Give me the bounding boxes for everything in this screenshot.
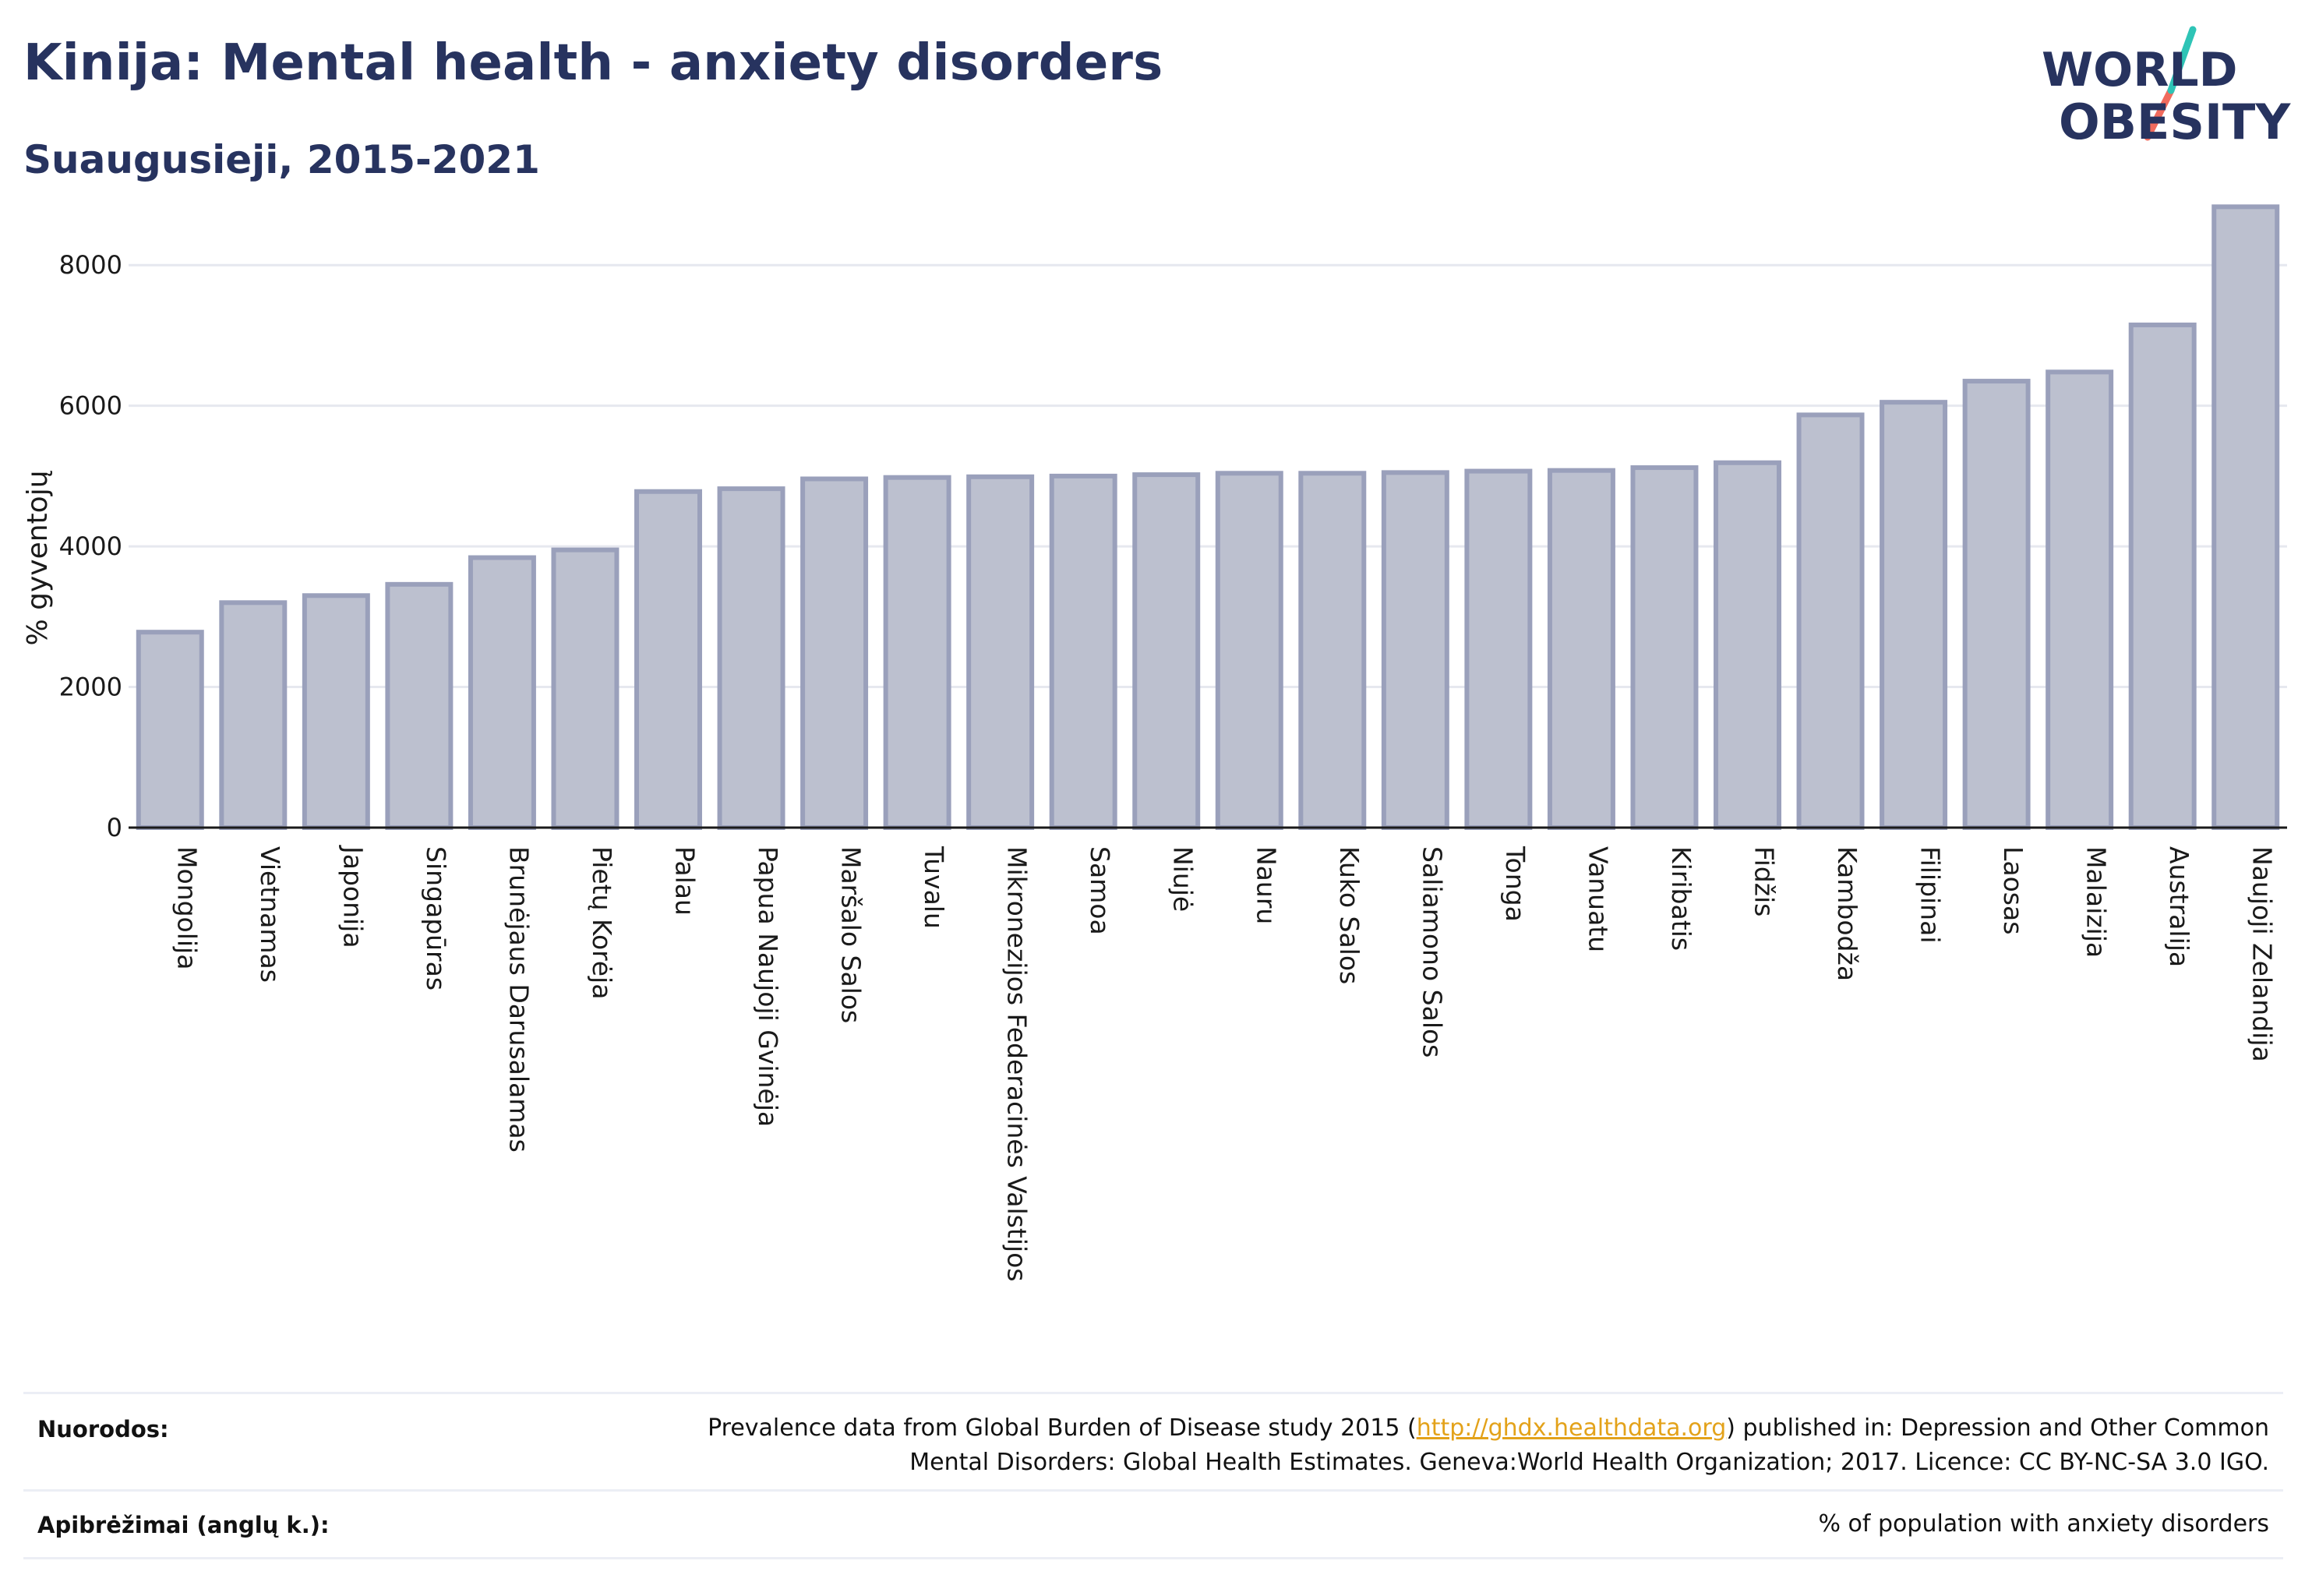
bar[interactable] [2128,322,2197,830]
y-tick-label: 0 [107,813,122,842]
footer: Nuorodos: Prevalence data from Global Bu… [23,1392,2283,1559]
x-tick-label: Mikronezijos Federacinės Valstijos [1002,846,1032,1282]
bar[interactable] [2211,204,2280,830]
x-tick-label: Niujė [1168,846,1198,912]
y-tick-label: 4000 [59,531,122,561]
bar[interactable] [634,489,702,830]
bar[interactable] [1132,472,1201,831]
bar[interactable] [219,600,288,830]
bar[interactable] [966,474,1035,831]
footer-sources-row: Nuorodos: Prevalence data from Global Bu… [23,1392,2283,1489]
definitions-text: % of population with anxiety disorders [1818,1510,2269,1538]
x-tick-label: Naujoji Zelandija [2247,846,2278,1062]
y-tick-label: 6000 [59,391,122,421]
x-tick-label: Palau [670,846,701,916]
bar[interactable] [385,581,454,830]
definitions-key: Apibrėžimai (anglų k.): [37,1512,330,1538]
bar[interactable] [1215,471,1283,831]
bar[interactable] [1381,470,1449,831]
x-tick-label: Vietnamas [255,846,285,983]
bar[interactable] [800,476,869,831]
x-axis-labels: Mongolija Vietnamas Japonija Singapūras Brun… [171,845,2277,1282]
x-tick-label: Nauru [1251,846,1281,924]
bar[interactable] [302,593,370,830]
page-title: Kinija: Mental health - anxiety disorder… [23,34,1163,92]
x-tick-label: Australija [2164,846,2194,967]
bar[interactable] [1298,471,1367,831]
x-tick-label: Saliamono Salos [1417,846,1447,1058]
x-tick-label: Malaizija [2081,846,2112,958]
x-tick-label: Kambodža [1832,846,1862,981]
sources-key: Nuorodos: [37,1416,169,1442]
bar[interactable] [136,630,204,831]
x-tick-label: Pietų Korėja [587,846,617,999]
x-tick-label: Singapūras [421,846,451,990]
x-tick-label: Brunėjaus Darusalamas [503,846,534,1153]
x-tick-label: Tonga [1500,846,1530,922]
bars [136,204,2280,831]
bar[interactable] [1630,465,1699,830]
x-tick-label: Kuko Salos [1334,846,1364,984]
footer-bottom-border [23,1557,2283,1559]
sources-link[interactable]: http://ghdx.healthdata.org [1416,1414,1727,1442]
x-tick-label: Kiribatis [1666,846,1696,951]
sources-text-post: ) published in: Depression and Other Com… [909,1414,2269,1476]
bar-chart: 0 2000 4000 6000 8000 Mongolija Vietnamas Japo… [22,204,2287,1282]
x-tick-label: Samoa [1085,846,1115,935]
x-tick-label: Fidžis [1749,846,1780,916]
world-obesity-logo[interactable]: WORLD OBESITY [2026,16,2291,171]
x-tick-label: Mongolija [171,846,202,969]
sources-text: Prevalence data from Global Burden of Di… [633,1411,2269,1480]
bar[interactable] [2046,369,2114,830]
bar[interactable] [1796,412,1865,830]
x-tick-label: Maršalo Salos [836,846,867,1023]
x-tick-label: Japonija [337,845,368,948]
bar[interactable] [468,555,536,831]
y-tick-label: 8000 [59,250,122,280]
x-tick-label: Papua Naujoji Gvinėja [753,846,783,1127]
bar[interactable] [1464,468,1533,830]
x-tick-label: Tuvalu [919,846,949,929]
bar[interactable] [1714,460,1781,830]
x-tick-label: Filipinai [1915,846,1946,944]
bar[interactable] [717,486,785,831]
y-axis-ticks: 0 2000 4000 6000 8000 [59,250,122,842]
page-subtitle: Suaugusieji, 2015-2021 [23,137,540,182]
x-tick-label: Vanuatu [1583,846,1613,952]
logo-slash-icon [2144,26,2197,141]
y-tick-label: 2000 [59,673,122,702]
sources-text-pre: Prevalence data from Global Burden of Di… [708,1414,1417,1442]
bar[interactable] [1547,468,1615,830]
bar[interactable] [1049,473,1117,831]
y-axis-title: % gyventojų [22,470,54,645]
x-tick-label: Laosas [1998,846,2028,934]
logo-line-1: WORLD [2042,43,2238,97]
logo-line-2: OBESITY [2059,94,2291,150]
footer-definitions-row: Apibrėžimai (anglų k.): % of population … [23,1489,2283,1557]
bar[interactable] [1880,400,1948,830]
bar[interactable] [883,475,951,831]
bar[interactable] [1962,379,2031,831]
bar[interactable] [551,547,619,830]
